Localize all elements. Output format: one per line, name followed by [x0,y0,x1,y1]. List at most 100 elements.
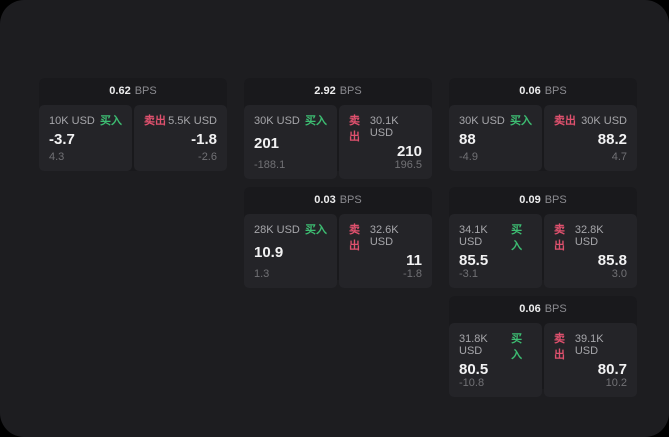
buy-side-label: 买入 [511,333,523,361]
buy-price-value: 85.5 [459,252,489,269]
sell-panel-top: 卖出 32.6K USD [349,221,422,253]
bps-unit-label: BPS [339,193,362,206]
sell-side-label: 卖出 [554,333,565,361]
buy-panel-top: 30K USD 买入 [459,112,532,128]
sell-delta-subtext: 3.0 [611,268,627,280]
sell-amount-label: 5.5K USD [168,115,217,127]
buy-panel-top: 10K USD 买入 [49,112,122,128]
sell-price-value: 210 [396,143,422,160]
sell-side-label: 卖出 [349,115,360,143]
quote-card-body: 30K USD 买入 201 -188.1 卖出 30.1K USD 210 1… [244,105,432,179]
sell-price-value: -1.8 [191,131,217,148]
quote-card-body: 10K USD 买入 -3.7 4.3 卖出 5.5K USD -1.8 -2.… [39,105,227,171]
bps-value: 0.06 [519,84,541,97]
quote-card: 0.06 BPS 31.8K USD 买入 80.5 -10.8 卖出 39.1… [449,296,637,397]
buy-side-label: 买入 [305,115,327,127]
buy-panel[interactable]: 30K USD 买入 88 -4.9 [449,105,542,171]
sell-price-value: 80.7 [597,361,627,378]
bps-unit-label: BPS [544,84,567,97]
buy-price-value: -3.7 [49,131,75,148]
buy-amount-label: 30K USD [459,115,505,127]
buy-delta-subtext: -4.9 [459,151,478,163]
quote-card: 0.62 BPS 10K USD 买入 -3.7 4.3 卖出 5.5K USD [39,78,227,171]
quote-board: 0.62 BPS 10K USD 买入 -3.7 4.3 卖出 5.5K USD [39,78,637,397]
bps-unit-label: BPS [544,193,567,206]
quote-card-body: 31.8K USD 买入 80.5 -10.8 卖出 39.1K USD 80.… [449,323,637,397]
bps-header: 0.09 BPS [449,187,637,212]
bps-value: 0.06 [519,302,541,315]
buy-panel-top: 34.1K USD 买入 [459,221,532,253]
bps-value: 0.09 [519,193,541,206]
sell-side-label: 卖出 [349,224,360,252]
sell-panel-top: 卖出 5.5K USD [144,112,217,128]
buy-price-value: 201 [254,135,280,152]
bps-unit-label: BPS [339,84,362,97]
buy-side-label: 买入 [100,115,122,127]
buy-panel-top: 30K USD 买入 [254,112,327,128]
sell-side-label: 卖出 [144,115,166,127]
bps-value: 2.92 [314,84,336,97]
bps-value: 0.62 [109,84,131,97]
sell-delta-subtext: -2.6 [198,151,217,163]
buy-amount-label: 31.8K USD [459,333,488,357]
sell-panel[interactable]: 卖出 5.5K USD -1.8 -2.6 [134,105,227,171]
buy-panel-top: 28K USD 买入 [254,221,327,237]
sell-side-label: 卖出 [554,115,576,127]
sell-panel-top: 卖出 32.8K USD [554,221,627,253]
bps-header: 0.03 BPS [244,187,432,212]
sell-panel-top: 卖出 30.1K USD [349,112,422,144]
quote-card: 0.06 BPS 30K USD 买入 88 -4.9 卖出 30K USD [449,78,637,171]
buy-delta-subtext: 1.3 [254,268,270,280]
sell-panel[interactable]: 卖出 39.1K USD 80.7 10.2 [544,323,637,397]
quote-card-body: 34.1K USD 买入 85.5 -3.1 卖出 32.8K USD 85.8… [449,214,637,288]
sell-panel-top: 卖出 39.1K USD [554,330,627,362]
sell-panel[interactable]: 卖出 32.8K USD 85.8 3.0 [544,214,637,288]
buy-delta-subtext: -188.1 [254,159,286,171]
quote-card-body: 28K USD 买入 10.9 1.3 卖出 32.6K USD 11 -1.8 [244,214,432,288]
buy-panel-top: 31.8K USD 买入 [459,330,532,362]
sell-amount-label: 30.1K USD [369,115,399,139]
bps-header: 2.92 BPS [244,78,432,103]
buy-panel[interactable]: 31.8K USD 买入 80.5 -10.8 [449,323,542,397]
buy-amount-label: 10K USD [49,115,95,127]
buy-price-value: 88 [459,131,476,148]
sell-price-value: 88.2 [597,131,627,148]
sell-amount-label: 39.1K USD [574,333,604,357]
sell-price-value: 11 [406,252,422,269]
sell-price-value: 85.8 [597,252,627,269]
buy-delta-subtext: -10.8 [459,377,485,389]
sell-delta-subtext: 4.7 [611,151,627,163]
sell-delta-subtext: 10.2 [605,377,627,389]
buy-side-label: 买入 [305,224,327,236]
quote-card: 0.09 BPS 34.1K USD 买入 85.5 -3.1 卖出 32.8K… [449,187,637,288]
bps-header: 0.06 BPS [449,296,637,321]
buy-amount-label: 28K USD [254,224,300,236]
buy-panel[interactable]: 10K USD 买入 -3.7 4.3 [39,105,132,171]
buy-panel[interactable]: 34.1K USD 买入 85.5 -3.1 [449,214,542,288]
sell-panel[interactable]: 卖出 30.1K USD 210 196.5 [339,105,432,179]
bps-header: 0.62 BPS [39,78,227,103]
sell-delta-subtext: 196.5 [394,159,422,171]
buy-price-value: 10.9 [254,244,284,261]
sell-panel[interactable]: 卖出 30K USD 88.2 4.7 [544,105,637,171]
buy-side-label: 买入 [510,115,532,127]
buy-panel[interactable]: 28K USD 买入 10.9 1.3 [244,214,337,288]
sell-delta-subtext: -1.8 [403,268,422,280]
bps-value: 0.03 [314,193,336,206]
buy-delta-subtext: -3.1 [459,268,478,280]
sell-amount-label: 32.6K USD [369,224,399,248]
buy-price-value: 80.5 [459,361,489,378]
bps-unit-label: BPS [544,302,567,315]
sell-panel-top: 卖出 30K USD [554,112,627,128]
buy-panel[interactable]: 30K USD 买入 201 -188.1 [244,105,337,179]
quote-card: 0.03 BPS 28K USD 买入 10.9 1.3 卖出 32.6K US… [244,187,432,288]
sell-amount-label: 30K USD [581,115,627,127]
sell-panel[interactable]: 卖出 32.6K USD 11 -1.8 [339,214,432,288]
buy-delta-subtext: 4.3 [49,151,65,163]
buy-amount-label: 30K USD [254,115,300,127]
sell-side-label: 卖出 [554,224,565,252]
sell-amount-label: 32.8K USD [574,224,604,248]
buy-amount-label: 34.1K USD [459,224,488,248]
bps-header: 0.06 BPS [449,78,637,103]
